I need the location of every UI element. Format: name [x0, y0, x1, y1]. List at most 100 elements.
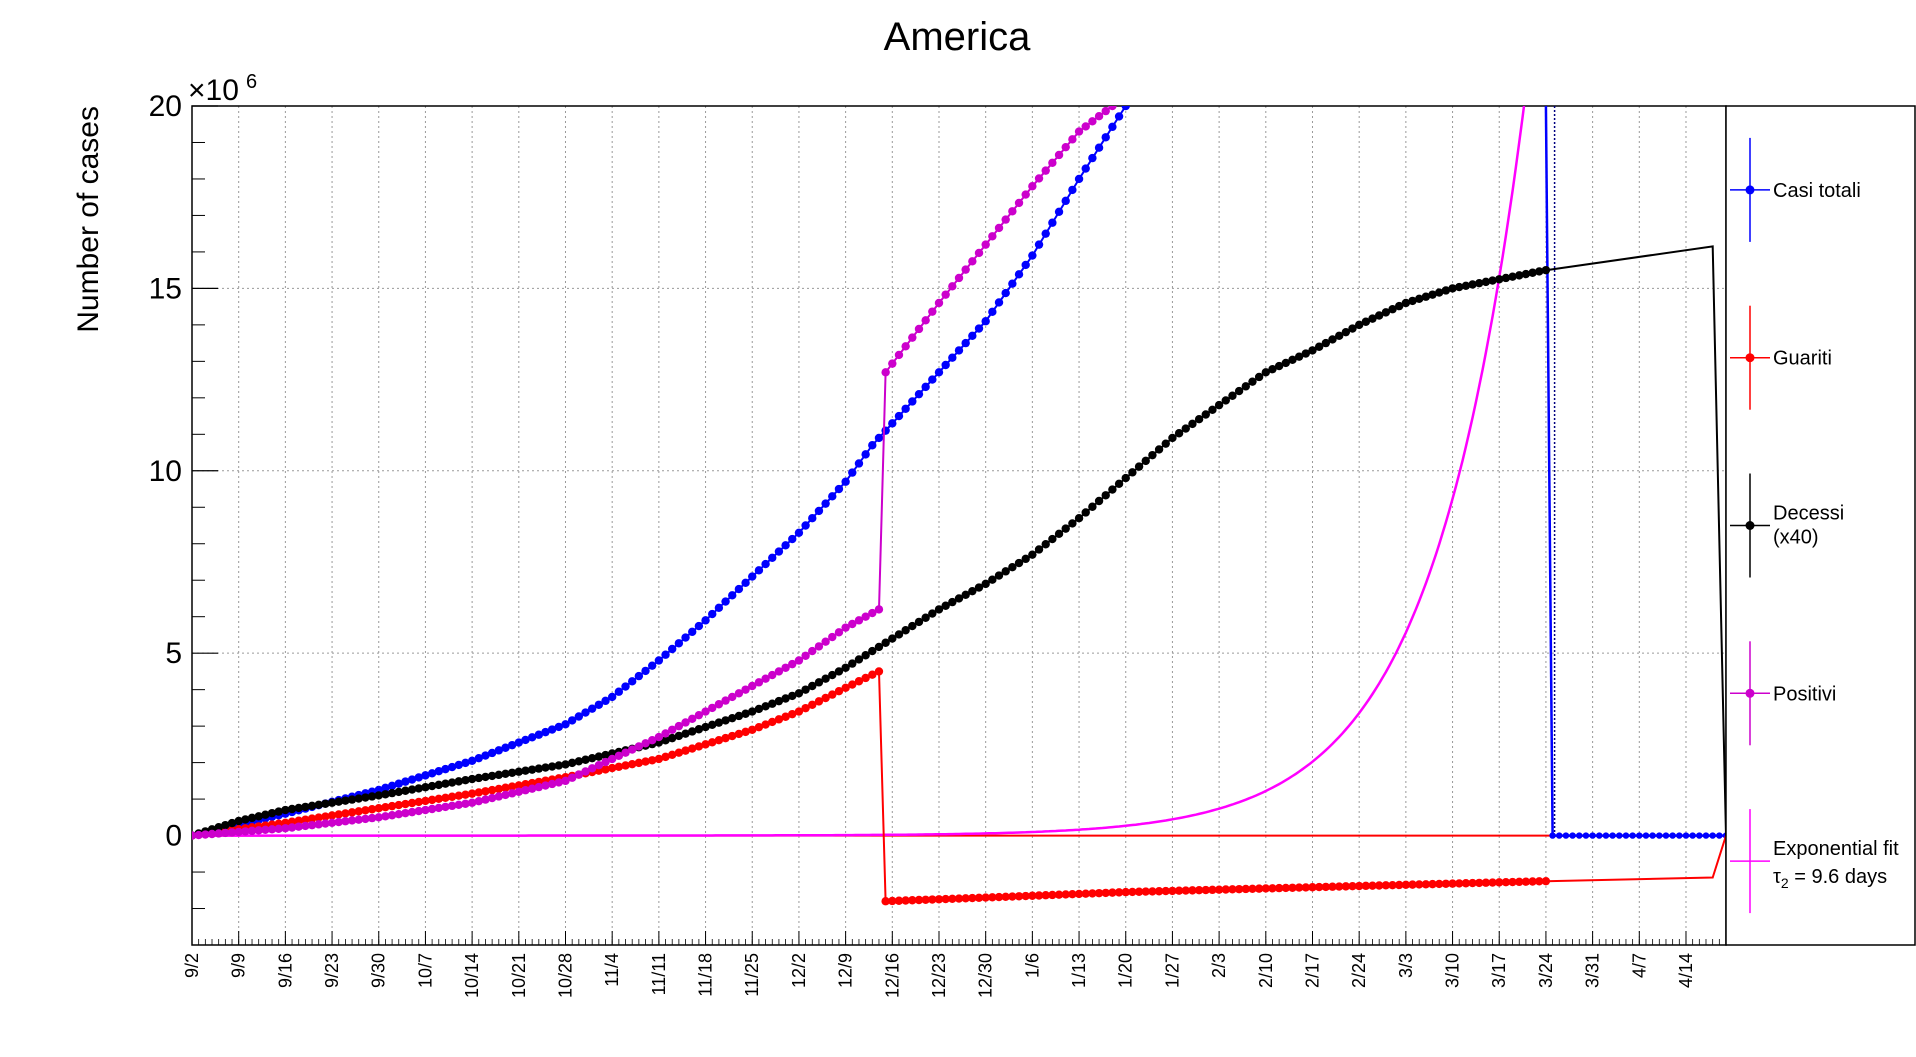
marker-guariti — [1061, 890, 1070, 899]
marker-decessi-x40 — [1041, 540, 1050, 549]
y-tick-label: 20 — [149, 90, 182, 123]
marker-casi-totali — [974, 324, 984, 333]
marker-positivi — [868, 608, 877, 618]
marker-casi-totali — [514, 738, 524, 747]
marker-decessi-x40 — [221, 820, 230, 830]
marker-decessi-x40 — [1334, 331, 1344, 341]
marker-decessi-x40 — [1248, 377, 1257, 386]
legend-label: Casi totali — [1773, 180, 1861, 202]
marker-positivi — [828, 632, 837, 642]
marker-guariti — [414, 797, 423, 807]
marker-decessi-x40 — [1361, 317, 1371, 326]
marker-casi-totali — [981, 317, 990, 326]
marker-positivi — [614, 751, 624, 761]
marker-decessi-x40 — [888, 634, 897, 643]
marker-casi-totali — [1556, 832, 1563, 839]
marker-guariti — [441, 793, 450, 802]
marker-casi-totali — [501, 743, 510, 752]
marker-positivi — [314, 820, 323, 829]
marker-decessi-x40 — [1194, 414, 1204, 424]
marker-guariti — [1134, 887, 1144, 896]
marker-positivi — [948, 282, 957, 291]
marker-guariti — [1328, 882, 1337, 891]
marker-guariti — [668, 750, 677, 759]
marker-decessi-x40 — [1354, 320, 1364, 330]
marker-casi-totali — [794, 528, 804, 537]
marker-positivi — [507, 789, 517, 798]
marker-positivi — [1034, 174, 1044, 183]
marker-guariti — [481, 787, 490, 796]
marker-casi-totali — [1602, 832, 1610, 839]
marker-positivi — [714, 700, 724, 709]
marker-guariti — [1174, 886, 1184, 895]
marker-positivi — [928, 307, 937, 316]
marker-casi-totali — [694, 621, 704, 631]
marker-decessi-x40 — [981, 579, 990, 589]
marker-casi-totali — [494, 746, 503, 755]
marker-guariti — [694, 742, 704, 751]
marker-guariti — [1241, 884, 1250, 894]
marker-guariti — [648, 756, 657, 765]
chart-title: America — [884, 15, 1031, 59]
marker-decessi-x40 — [507, 768, 517, 777]
marker-guariti — [934, 895, 944, 904]
marker-guariti — [1421, 880, 1431, 889]
marker-decessi-x40 — [988, 575, 997, 584]
marker-guariti — [627, 759, 637, 769]
marker-guariti — [1268, 884, 1277, 893]
marker-casi-totali — [1636, 832, 1643, 839]
marker-guariti — [367, 805, 377, 814]
marker-guariti — [487, 785, 497, 795]
marker-casi-totali — [1028, 251, 1037, 260]
marker-casi-totali — [1061, 196, 1070, 206]
marker-decessi-x40 — [821, 674, 830, 683]
marker-guariti — [1481, 878, 1491, 887]
marker-decessi-x40 — [1435, 288, 1444, 297]
x-tick-label: 9/2 — [182, 953, 202, 978]
marker-guariti — [1088, 889, 1097, 898]
marker-positivi — [1041, 166, 1050, 175]
x-tick-label: 12/2 — [789, 953, 809, 988]
marker-guariti — [1081, 889, 1090, 898]
marker-guariti — [1341, 882, 1351, 891]
marker-guariti — [1161, 886, 1170, 896]
y-tick-label: 10 — [149, 455, 182, 488]
marker-guariti — [1188, 886, 1197, 895]
marker-positivi — [354, 815, 363, 824]
marker-casi-totali — [914, 389, 924, 399]
marker-decessi-x40 — [1528, 268, 1537, 277]
marker-positivi — [834, 628, 844, 637]
marker-guariti — [774, 715, 784, 724]
marker-casi-totali — [854, 459, 864, 468]
marker-guariti — [514, 781, 524, 790]
marker-decessi-x40 — [1081, 508, 1090, 517]
marker-casi-totali — [968, 331, 977, 341]
marker-guariti — [361, 806, 370, 815]
marker-positivi — [267, 825, 277, 834]
marker-guariti — [1008, 892, 1017, 901]
marker-casi-totali — [434, 767, 443, 776]
marker-guariti — [1528, 877, 1537, 886]
marker-casi-totali — [594, 700, 604, 709]
marker-casi-totali — [888, 419, 897, 428]
marker-guariti — [1288, 883, 1297, 892]
marker-casi-totali — [928, 375, 937, 384]
marker-decessi-x40 — [674, 731, 684, 741]
marker-decessi-x40 — [1148, 450, 1157, 460]
marker-decessi-x40 — [1535, 267, 1544, 276]
marker-decessi-x40 — [834, 667, 844, 676]
marker-guariti — [1254, 884, 1264, 893]
marker-positivi — [814, 642, 824, 651]
marker-decessi-x40 — [281, 805, 290, 815]
marker-guariti — [928, 895, 937, 904]
marker-positivi — [301, 821, 310, 831]
marker-decessi-x40 — [854, 655, 864, 664]
legend-label-line2: (x40) — [1773, 527, 1819, 549]
x-tick-label: 4/7 — [1629, 953, 1649, 978]
marker-guariti — [848, 680, 857, 689]
marker-guariti — [1094, 888, 1104, 898]
x-tick-label: 2/10 — [1256, 953, 1276, 988]
marker-positivi — [374, 813, 383, 822]
marker-decessi-x40 — [961, 590, 970, 600]
marker-casi-totali — [574, 712, 584, 721]
